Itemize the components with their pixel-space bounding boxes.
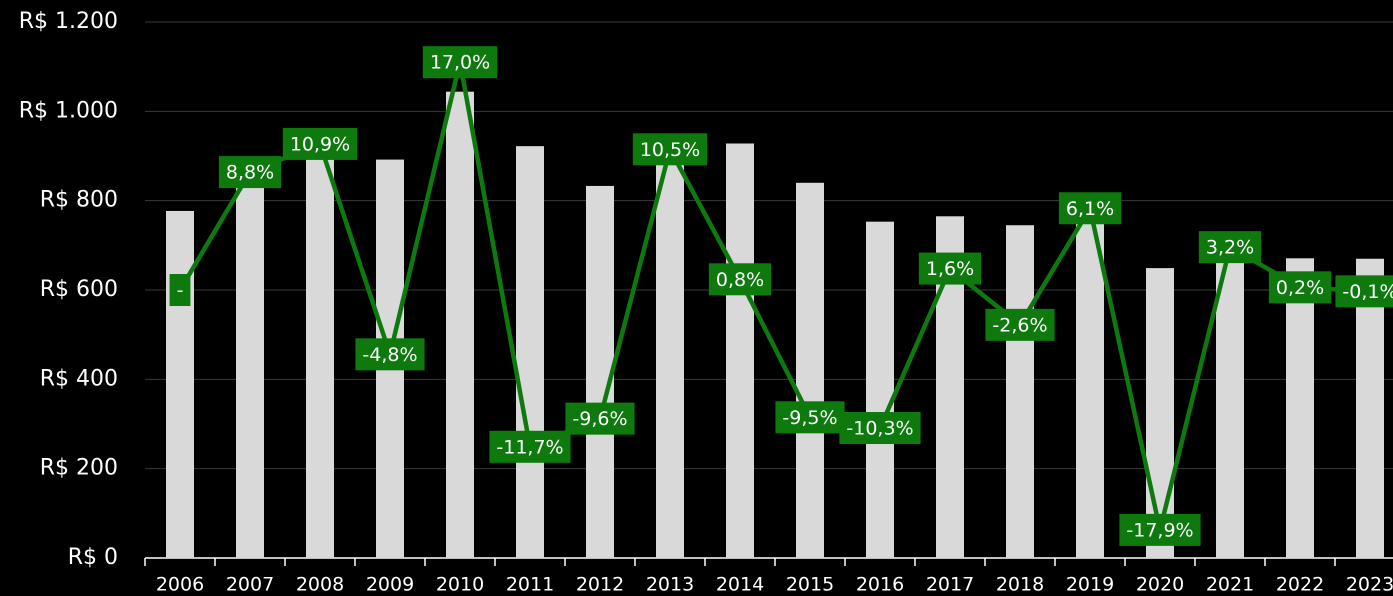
- data-label-box: [1119, 513, 1201, 546]
- bar: [586, 185, 614, 558]
- data-label: 3,2%: [1206, 237, 1254, 259]
- data-label-box: [985, 308, 1055, 341]
- data-label-box: [1335, 275, 1393, 308]
- data-label: -10,3%: [846, 418, 913, 440]
- data-label-box: [218, 156, 282, 189]
- data-label-box: [1268, 271, 1332, 304]
- y-tick-label: R$ 1.200: [19, 9, 118, 34]
- bar: [446, 91, 474, 559]
- data-label: -9,6%: [572, 408, 627, 430]
- data-label-box: [565, 402, 635, 435]
- data-label: 10,5%: [640, 139, 700, 161]
- data-label: 17,0%: [430, 52, 490, 74]
- data-label-box: [918, 252, 982, 285]
- data-label-box: [1198, 231, 1262, 264]
- x-tick-label: 2016: [856, 574, 904, 596]
- data-label-box: [489, 430, 571, 463]
- data-label-box: [632, 133, 708, 166]
- bar: [1076, 204, 1104, 559]
- x-tick-label: 2012: [576, 574, 624, 596]
- bar: [1356, 258, 1384, 558]
- y-tick-label: R$ 1.000: [19, 98, 118, 123]
- data-label: 6,1%: [1066, 198, 1114, 220]
- bar: [516, 146, 544, 558]
- y-tick-label: R$ 800: [40, 188, 118, 213]
- x-tick-label: 2007: [226, 574, 274, 596]
- line: [178, 61, 1371, 531]
- data-label: 1,6%: [926, 258, 974, 280]
- x-tick-label: 2018: [996, 574, 1044, 596]
- data-label: -9,5%: [782, 407, 837, 429]
- data-label: -4,8%: [362, 344, 417, 366]
- bar: [166, 210, 194, 558]
- data-label: -: [177, 280, 184, 302]
- x-tick-label: 2011: [506, 574, 554, 596]
- x-tick-label: 2017: [926, 574, 974, 596]
- data-label: -2,6%: [992, 314, 1047, 336]
- bar: [306, 139, 334, 558]
- bar: [656, 146, 684, 558]
- bar: [1146, 268, 1174, 558]
- data-label-box: [839, 412, 921, 445]
- bar: [866, 221, 894, 558]
- bar: [1006, 225, 1034, 558]
- y-tick-label: R$ 400: [40, 366, 118, 391]
- data-label: 0,2%: [1276, 277, 1324, 299]
- x-tick-label: 2019: [1066, 574, 1114, 596]
- data-label-box: [708, 263, 772, 296]
- y-tick-label: R$ 200: [40, 456, 118, 481]
- data-label-box: [1058, 192, 1122, 225]
- data-label: -0,1%: [1342, 281, 1393, 303]
- x-tick-label: 2022: [1276, 574, 1324, 596]
- data-label: -11,7%: [496, 436, 563, 458]
- x-tick-label: 2008: [296, 574, 344, 596]
- x-tick-label: 2020: [1136, 574, 1184, 596]
- y-tick-label: R$ 600: [40, 277, 118, 302]
- data-label-box: [282, 127, 358, 160]
- x-tick-label: 2009: [366, 574, 414, 596]
- data-label-box: [775, 401, 845, 434]
- data-label-box: [422, 46, 498, 79]
- bar: [236, 180, 264, 559]
- x-tick-label: 2014: [716, 574, 764, 596]
- x-tick-label: 2013: [646, 574, 694, 596]
- x-tick-label: 2023: [1346, 574, 1393, 596]
- data-label: 10,9%: [290, 133, 350, 155]
- x-tick-label: 2010: [436, 574, 484, 596]
- y-tick-label: R$ 0: [68, 545, 118, 570]
- data-label-box: [355, 338, 425, 371]
- bar: [796, 182, 824, 559]
- x-tick-label: 2021: [1206, 574, 1254, 596]
- x-tick-label: 2015: [786, 574, 834, 596]
- bar: [726, 143, 754, 558]
- x-tick-label: 2006: [156, 574, 204, 596]
- bar: [1216, 258, 1244, 558]
- data-label: 0,8%: [716, 269, 764, 291]
- data-label: -17,9%: [1126, 519, 1193, 541]
- data-label-box: [169, 274, 191, 306]
- bar: [1286, 258, 1314, 558]
- data-label: 8,8%: [226, 162, 274, 184]
